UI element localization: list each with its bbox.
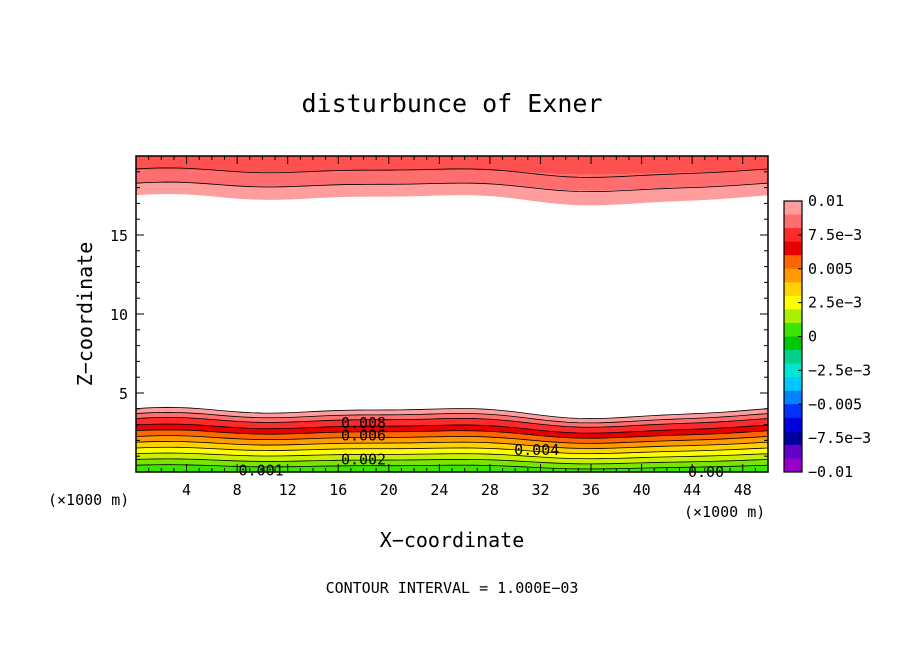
contour-line bbox=[136, 452, 768, 460]
colorbar-segment bbox=[784, 444, 802, 459]
colorbar-segment bbox=[784, 255, 802, 270]
chart-title: disturbunce of Exner bbox=[301, 89, 602, 118]
contour-band bbox=[136, 423, 768, 439]
contour-band bbox=[136, 182, 768, 206]
x-tick-label: 36 bbox=[582, 481, 600, 499]
contour-line bbox=[136, 411, 768, 424]
x-tick-label: 40 bbox=[633, 481, 651, 499]
x-tick-label: 48 bbox=[734, 481, 752, 499]
colorbar-segment bbox=[784, 268, 802, 283]
colorbar-segment bbox=[784, 458, 802, 473]
contour-band bbox=[136, 441, 768, 454]
contour-label: 0.002 bbox=[341, 450, 386, 468]
contour-line bbox=[136, 406, 768, 419]
colorbar-segment bbox=[784, 390, 802, 405]
contour-interval-note: CONTOUR INTERVAL = 1.000E−03 bbox=[326, 579, 579, 597]
contour-band bbox=[136, 156, 768, 175]
x-axis: 4 8 12 16 20 24 28 32 36 40 44 48 bbox=[148, 156, 756, 499]
colorbar-segment bbox=[784, 404, 802, 419]
contour-label: 0.00 bbox=[688, 463, 724, 481]
colorbar-segment bbox=[784, 350, 802, 365]
x-tick-label: 4 bbox=[182, 481, 191, 499]
colorbar-segment bbox=[784, 322, 802, 337]
contour-band bbox=[136, 169, 768, 191]
plot-area bbox=[136, 156, 768, 472]
colorbar-label: 0.01 bbox=[808, 192, 844, 210]
contour-line bbox=[136, 416, 768, 428]
colorbar-segment bbox=[784, 363, 802, 378]
x-tick-label: 8 bbox=[233, 481, 242, 499]
contour-band bbox=[136, 407, 768, 424]
colorbar-segment bbox=[784, 309, 802, 324]
contour-line bbox=[136, 429, 768, 439]
colorbar-label: 0 bbox=[808, 328, 817, 346]
colorbar-label: −7.5e−3 bbox=[808, 429, 871, 447]
x-tick-label: 12 bbox=[279, 481, 297, 499]
colorbar-label: 0.005 bbox=[808, 260, 853, 278]
contour-band bbox=[136, 417, 768, 434]
colorbar-segment bbox=[784, 282, 802, 297]
x-tick-label: 28 bbox=[481, 481, 499, 499]
y-tick-label: 5 bbox=[119, 385, 128, 403]
contour-band bbox=[136, 412, 768, 428]
colorbar-segment bbox=[784, 228, 802, 243]
x-tick-label: 24 bbox=[430, 481, 448, 499]
contour-line bbox=[136, 441, 768, 449]
contour-label: 0.006 bbox=[341, 427, 386, 445]
x-tick-label: 20 bbox=[380, 481, 398, 499]
colorbar-segment bbox=[784, 377, 802, 392]
contour-line bbox=[136, 435, 768, 444]
y-tick-label: 10 bbox=[110, 306, 128, 324]
contour-line bbox=[136, 423, 768, 434]
contour-line bbox=[136, 446, 768, 455]
contour-label: 0.001 bbox=[239, 461, 284, 479]
x-tick-label: 16 bbox=[329, 481, 347, 499]
colorbar-segment bbox=[784, 295, 802, 310]
contour-band bbox=[136, 447, 768, 459]
y-tick-label: 15 bbox=[110, 227, 128, 245]
colorbar: 0.01 7.5e−3 0.005 2.5e−3 0 −2.5e−3 −0.005 −7.5e… bbox=[783, 192, 871, 481]
contour-line bbox=[136, 181, 768, 193]
contour-line bbox=[136, 464, 768, 470]
colorbar-label: −2.5e−3 bbox=[808, 361, 871, 379]
colorbar-label: 7.5e−3 bbox=[808, 226, 862, 244]
colorbar-segment bbox=[784, 201, 802, 216]
x-unit-left: (×1000 m) bbox=[48, 491, 129, 509]
colorbar-label: 2.5e−3 bbox=[808, 294, 862, 312]
colorbar-segment bbox=[784, 417, 802, 432]
x-tick-label: 32 bbox=[531, 481, 549, 499]
colorbar-segment bbox=[784, 241, 802, 256]
contour-line bbox=[136, 167, 768, 178]
colorbar-label: −0.01 bbox=[808, 463, 853, 481]
contour-label: 0.008 bbox=[341, 414, 386, 432]
colorbar-segment bbox=[784, 336, 802, 351]
y-axis-label: Z−coordinate bbox=[73, 242, 97, 387]
contour-label: 0.004 bbox=[514, 441, 559, 459]
x-tick-label: 44 bbox=[683, 481, 701, 499]
y-axis: 5 10 15 bbox=[110, 171, 768, 457]
colorbar-segment bbox=[784, 431, 802, 446]
contour-line bbox=[136, 458, 768, 465]
x-axis-label: X−coordinate bbox=[380, 528, 525, 552]
x-unit-right: (×1000 m) bbox=[684, 503, 765, 521]
contour-band bbox=[136, 429, 768, 444]
colorbar-segment bbox=[784, 214, 802, 229]
colorbar-label: −0.005 bbox=[808, 395, 862, 413]
